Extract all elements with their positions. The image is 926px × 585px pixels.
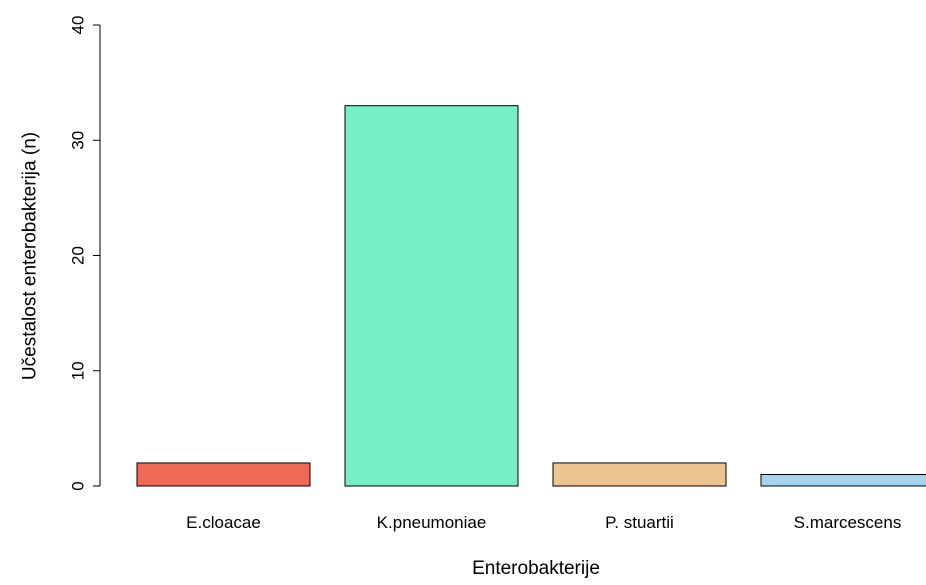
y-tick-label: 10	[69, 361, 88, 380]
bar-k-pneumoniae	[344, 105, 519, 487]
y-axis-title: Učestalost enterobakterija (n)	[20, 132, 41, 380]
y-tick-label: 30	[69, 131, 88, 150]
x-tick-label: P. stuartii	[605, 513, 674, 532]
x-tick-label: S.marcescens	[794, 513, 902, 532]
y-axis: 0 10 20 30 40	[69, 16, 101, 491]
y-tick-label: 0	[69, 481, 88, 490]
x-axis-title: Enterobakterije	[472, 558, 600, 579]
x-tick-label: E.cloacae	[186, 513, 261, 532]
bars-group	[136, 105, 926, 487]
bar-p-stuartii	[552, 462, 727, 487]
y-tick-label: 20	[69, 246, 88, 265]
x-tick-labels: E.cloacae K.pneumoniae P. stuartii S.marces…	[186, 513, 901, 532]
x-tick-label: K.pneumoniae	[377, 513, 487, 532]
bar-s-marcescens	[760, 473, 926, 487]
y-tick-label: 40	[69, 16, 88, 35]
bar-e-cloacae	[136, 462, 311, 487]
